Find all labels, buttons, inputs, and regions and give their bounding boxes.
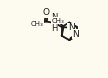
Text: CH₃: CH₃	[52, 18, 65, 24]
Text: N: N	[68, 23, 75, 32]
Text: O: O	[43, 8, 50, 17]
Text: CH₃: CH₃	[31, 21, 43, 27]
Text: N: N	[72, 30, 79, 39]
Text: N
H: N H	[52, 13, 58, 33]
